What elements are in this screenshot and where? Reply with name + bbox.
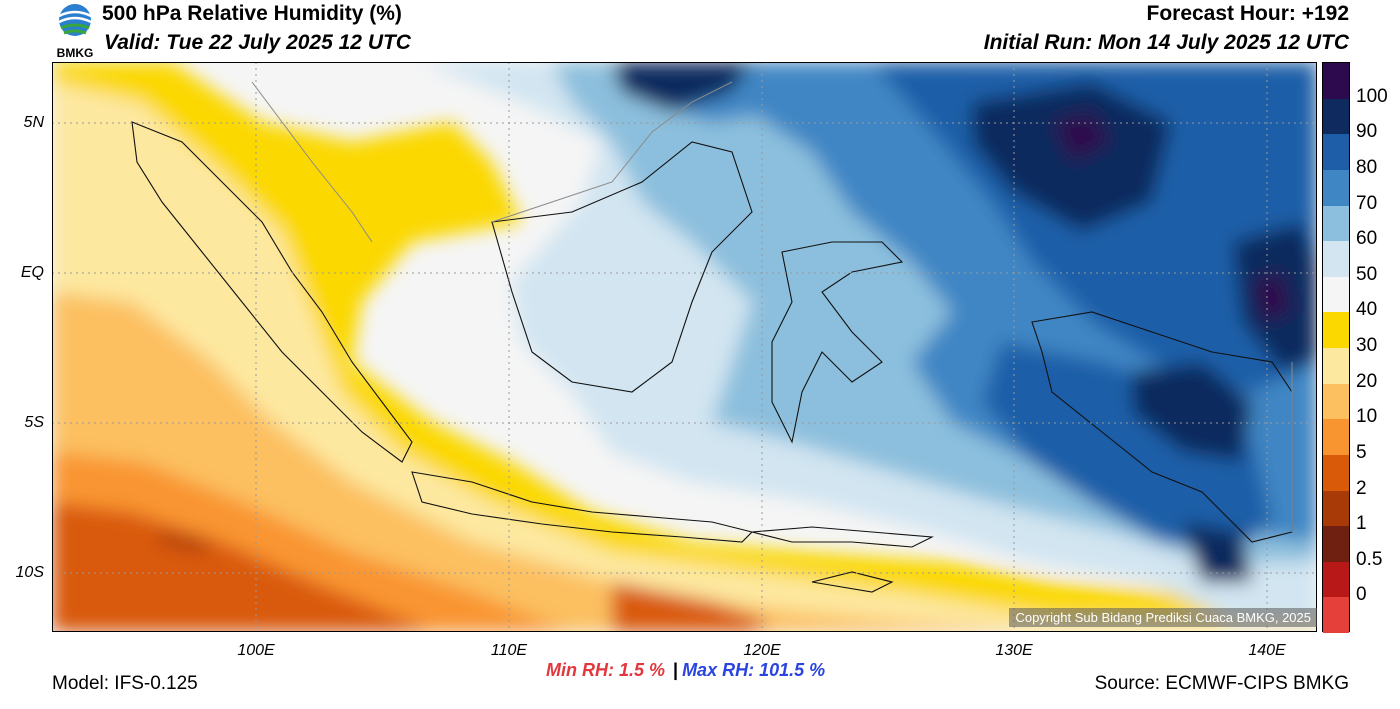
colorbar-segment (1323, 169, 1349, 206)
humidity-map (52, 62, 1317, 632)
map-title: 500 hPa Relative Humidity (%) (102, 2, 402, 25)
max-rh: Max RH: 101.5 % (682, 660, 826, 680)
lat-label-eq: EQ (20, 264, 44, 281)
colorbar-segment (1323, 312, 1349, 348)
lat-label-10s: 10S (15, 564, 44, 581)
initial-run: Initial Run: Mon 14 July 2025 12 UTC (983, 31, 1349, 54)
valid-time: Valid: Tue 22 July 2025 12 UTC (104, 31, 411, 54)
colorbar-segment (1323, 205, 1349, 242)
source-label: Source: ECMWF-CIPS BMKG (1094, 673, 1349, 694)
colorbar-segment (1323, 134, 1349, 170)
min-rh: Min RH: 1.5 % (546, 660, 666, 680)
rh-stats: Min RH: 1.5 % | Max RH: 101.5 % (546, 660, 825, 681)
colorbar-label: 30 (1356, 335, 1378, 356)
logo-text: BMKG (56, 46, 94, 60)
colorbar-label: 50 (1356, 263, 1378, 285)
colorbar-label: 5 (1356, 441, 1367, 463)
colorbar-segment (1323, 63, 1349, 99)
forecast-hour: Forecast Hour: +192 (1146, 2, 1350, 25)
lat-label-5n: 5N (23, 114, 44, 131)
stats-separator: | (673, 660, 679, 680)
colorbar-label: 0.5 (1356, 548, 1383, 570)
colorbar-label: 90 (1356, 121, 1378, 143)
colorbar-segment (1323, 454, 1349, 491)
lat-label-5s: 5S (24, 414, 44, 431)
colorbar-segment (1323, 98, 1349, 135)
colorbar-segment (1323, 383, 1349, 420)
colorbar-segment (1323, 348, 1349, 384)
colorbar-segment (1323, 419, 1349, 455)
lon-label-120e: 120E (743, 642, 781, 659)
bmkg-logo-icon (52, 2, 98, 60)
lon-label-140e: 140E (1248, 642, 1286, 659)
colorbar-segment (1323, 241, 1349, 277)
colorbar-label: 1 (1356, 513, 1367, 535)
lon-label-130e: 130E (995, 642, 1033, 659)
colorbar-label: 60 (1356, 228, 1378, 250)
model-label: Model: IFS-0.125 (52, 673, 198, 694)
colorbar-label: 2 (1356, 477, 1367, 499)
colorbar-label: 80 (1356, 156, 1378, 178)
colorbar-segment (1323, 490, 1349, 527)
lon-label-110e: 110E (490, 642, 528, 659)
colorbar-segment (1323, 597, 1349, 633)
colorbar-label: 40 (1356, 299, 1378, 321)
colorbar-segment (1323, 561, 1349, 598)
colorbar-segment (1323, 276, 1349, 313)
colorbar (1322, 62, 1350, 633)
colorbar-segment (1323, 526, 1349, 562)
copyright-notice: Copyright Sub Bidang Prediksi Cuaca BMKG… (1009, 608, 1317, 627)
colorbar-label: 0 (1356, 584, 1367, 606)
lon-label-100e: 100E (237, 642, 275, 659)
colorbar-label: 20 (1356, 370, 1378, 392)
colorbar-label: 10 (1356, 406, 1378, 428)
colorbar-label: 100 (1356, 85, 1388, 107)
colorbar-label: 70 (1356, 192, 1378, 214)
